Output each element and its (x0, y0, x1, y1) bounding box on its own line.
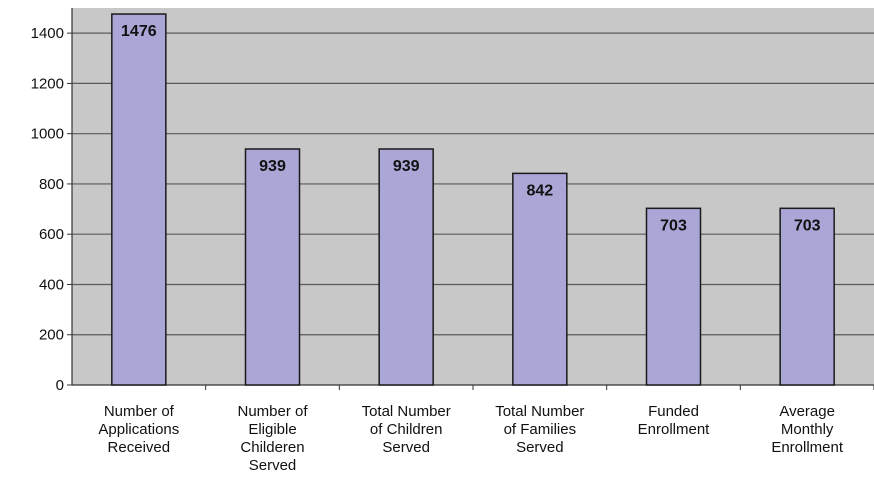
bar (512, 172, 568, 386)
y-tick-label: 1000 (31, 126, 64, 143)
x-category-label-line: Total Number (495, 403, 584, 420)
x-category-label: Total Number of Families Served (495, 403, 584, 456)
y-tick-label: 0 (56, 377, 64, 394)
x-category-label: Funded Enrollment (638, 403, 711, 438)
x-category-label-line: Total Number (362, 403, 451, 420)
y-tick-label: 400 (39, 276, 64, 293)
x-category-label: Number of Applications Received (98, 403, 179, 456)
y-tick-label: 800 (39, 176, 64, 193)
x-category-label: Total Number of Children Served (362, 403, 451, 456)
x-category-label-line: Number of (237, 403, 308, 420)
x-category-label-line: Number of (104, 403, 175, 420)
data-label: 1476 (121, 23, 157, 40)
x-category-label-line: Childeren (240, 439, 304, 456)
x-category-label-line: Monthly (781, 421, 834, 438)
x-category-label-line: Average (779, 403, 835, 420)
data-label: 842 (526, 182, 553, 199)
x-category-label-line: Funded (648, 403, 699, 420)
x-category-label-line: Received (108, 439, 171, 456)
x-category-label-line: Applications (98, 421, 179, 438)
x-category-label-line: Served (382, 439, 430, 456)
x-category-label-line: of Families (504, 421, 577, 438)
y-tick-label: 1400 (31, 25, 64, 42)
x-category-label-line: of Children (370, 421, 443, 438)
bar (378, 148, 434, 386)
x-category-label-line: Served (249, 457, 297, 474)
data-label: 939 (393, 158, 420, 175)
bar (779, 207, 835, 386)
data-label: 703 (794, 217, 821, 234)
bar (111, 13, 167, 386)
y-tick-label: 600 (39, 226, 64, 243)
bar (645, 207, 702, 386)
plot-area (72, 8, 874, 385)
bar (244, 148, 301, 386)
data-label: 939 (259, 158, 286, 175)
x-category-label: Average Monthly Enrollment (771, 403, 844, 456)
data-label: 703 (660, 217, 687, 234)
y-tick-label: 1200 (31, 75, 64, 92)
x-category-label-line: Enrollment (638, 421, 711, 438)
x-category-label: Number of Eligible Childeren Served (237, 403, 308, 474)
x-category-label-line: Eligible (248, 421, 296, 438)
x-category-label-line: Served (516, 439, 564, 456)
x-category-label-line: Enrollment (771, 439, 844, 456)
y-tick-label: 200 (39, 327, 64, 344)
